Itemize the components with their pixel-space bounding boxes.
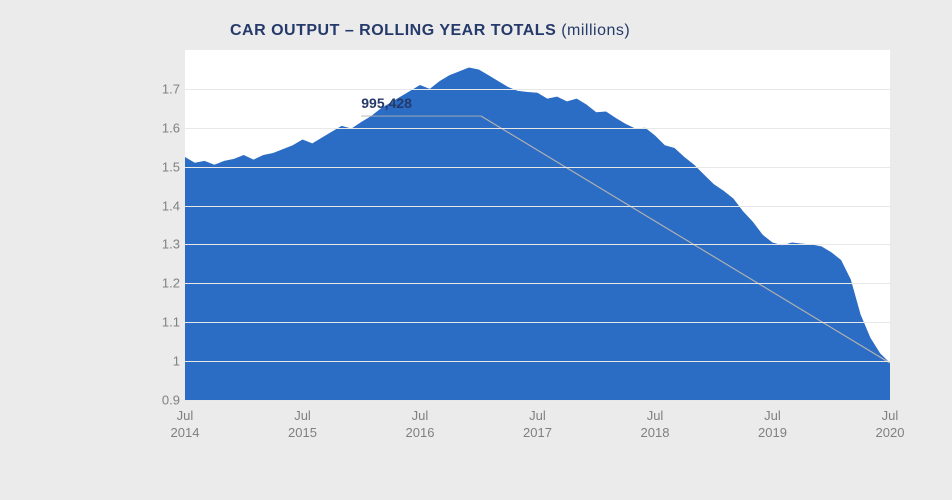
title-bold: CAR OUTPUT – ROLLING YEAR TOTALS [230, 22, 556, 39]
chart-title: CAR OUTPUT – ROLLING YEAR TOTALS (millio… [230, 22, 630, 40]
area-svg [185, 50, 890, 400]
y-axis-label: 1.3 [155, 237, 180, 252]
x-axis-label: Jul2017 [523, 408, 552, 442]
y-axis-label: 1.4 [155, 198, 180, 213]
area-fill [185, 68, 890, 401]
y-axis-label: 1.6 [155, 120, 180, 135]
x-axis-label: Jul2014 [171, 408, 200, 442]
grid-line [185, 128, 890, 129]
x-axis-label: Jul2016 [406, 408, 435, 442]
grid-line [185, 322, 890, 323]
grid-line [185, 206, 890, 207]
title-light: (millions) [561, 22, 630, 39]
plot-area: 0.911.11.21.31.41.51.61.7 Jul2014Jul2015… [185, 50, 890, 400]
grid-line [185, 283, 890, 284]
x-axis-label: Jul2020 [876, 408, 905, 442]
grid-line [185, 244, 890, 245]
grid-line [185, 400, 890, 401]
annotation-label: 995,428 [361, 95, 412, 111]
chart-container: 0.9 1 1.1 1.2 1.3 1.4 1.5 1.6 1.7 Jul2014 Jul2015… [145, 50, 890, 450]
y-axis-label: 1.2 [155, 276, 180, 291]
y-axis-label: 1.7 [155, 81, 180, 96]
y-axis-label: 1.5 [155, 159, 180, 174]
grid-line [185, 167, 890, 168]
x-axis-label: Jul2019 [758, 408, 787, 442]
y-axis-label: 1.1 [155, 315, 180, 330]
grid-line [185, 89, 890, 90]
y-axis-label: 1 [155, 354, 180, 369]
y-axis-label: 0.9 [155, 393, 180, 408]
x-axis-label: Jul2018 [641, 408, 670, 442]
grid-line [185, 361, 890, 362]
x-axis-label: Jul2015 [288, 408, 317, 442]
